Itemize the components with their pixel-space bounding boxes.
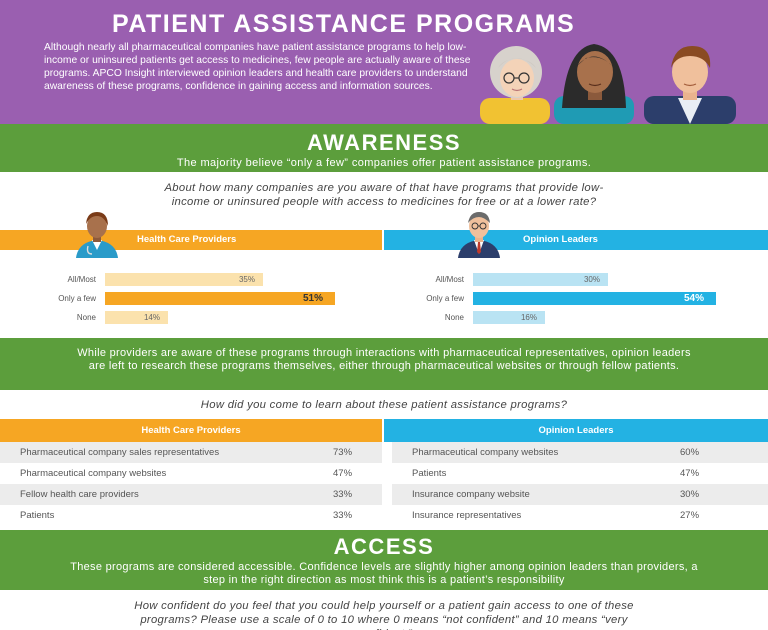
source-percent: 47%	[333, 468, 353, 479]
table-row: Pharmaceutical company sales representat…	[0, 442, 382, 463]
table-row: Fellow health care providers 33%	[0, 484, 382, 505]
ol-bar-only-a-few: 54%	[473, 292, 716, 305]
hcp-label-only-a-few: Only a few	[58, 294, 96, 303]
source-name: Patients	[20, 510, 55, 521]
sources-band-text: While providers are aware of these progr…	[77, 347, 691, 372]
access-question: How confident do you feel that you could…	[134, 600, 634, 630]
source-percent: 60%	[680, 447, 700, 458]
access-text: These programs are considered accessible…	[70, 561, 698, 586]
access-band: ACCESS These programs are considered acc…	[0, 530, 768, 590]
ol-header-label: Opinion Leaders	[523, 234, 598, 245]
awareness-title: AWARENESS	[306, 130, 462, 155]
hcp-table-header: Health Care Providers	[0, 419, 382, 442]
table-row: Pharmaceutical company websites 60%	[392, 442, 768, 463]
elderly-woman-figure	[480, 46, 550, 124]
table-row: Patients 33%	[0, 505, 382, 526]
source-percent: 33%	[333, 489, 353, 500]
hcp-header-label: Health Care Providers	[137, 234, 237, 245]
source-percent: 30%	[680, 489, 700, 500]
ol-table-header: Opinion Leaders	[384, 419, 768, 442]
source-name: Pharmaceutical company websites	[412, 447, 559, 458]
awareness-subtitle: The majority believe “only a few” compan…	[176, 157, 592, 169]
hcp-label-none: None	[76, 313, 96, 322]
hero-banner: PATIENT ASSISTANCE PROGRAMS Although nea…	[0, 0, 768, 124]
table-row: Patients 47%	[392, 463, 768, 484]
learn-question: How did you come to learn about these pa…	[200, 399, 568, 411]
sources-band: While providers are aware of these progr…	[0, 338, 768, 390]
source-name: Pharmaceutical company websites	[20, 468, 167, 479]
woman-figure	[554, 44, 634, 124]
hcp-bar-only-a-few: 51%	[105, 292, 335, 305]
source-name: Patients	[412, 468, 447, 479]
hcp-bar-all-most: 35%	[105, 273, 263, 286]
ol-bar-all-most: 30%	[473, 273, 608, 286]
source-name: Fellow health care providers	[20, 489, 139, 500]
source-name: Insurance company website	[412, 489, 530, 500]
ol-label-only-a-few: Only a few	[426, 294, 464, 303]
awareness-band: AWARENESS The majority believe “only a f…	[0, 124, 768, 172]
intro-text: Although nearly all pharmaceutical compa…	[44, 42, 471, 92]
access-title: ACCESS	[333, 534, 435, 559]
table-row: Pharmaceutical company websites 47%	[0, 463, 382, 484]
table-row: Insurance representatives 27%	[392, 505, 768, 526]
source-percent: 47%	[680, 468, 700, 479]
opinion-leader-icon	[458, 212, 500, 258]
hcp-label-all-most: All/Most	[67, 275, 96, 284]
ol-label-none: None	[444, 313, 464, 322]
doctor-icon	[76, 212, 118, 258]
hcp-bar-none: 14%	[105, 311, 168, 324]
source-percent: 27%	[680, 510, 700, 521]
awareness-question: About how many companies are you aware o…	[164, 182, 604, 208]
ol-header: Opinion Leaders	[384, 230, 768, 250]
source-name: Insurance representatives	[412, 510, 522, 521]
source-name: Pharmaceutical company sales representat…	[20, 447, 220, 458]
source-percent: 33%	[333, 510, 353, 521]
ol-bar-none: 16%	[473, 311, 545, 324]
hcp-header: Health Care Providers	[0, 230, 382, 250]
table-row: Insurance company website 30%	[392, 484, 768, 505]
source-percent: 73%	[333, 447, 353, 458]
people-illustration	[480, 44, 736, 124]
man-figure	[644, 46, 736, 124]
page-title: PATIENT ASSISTANCE PROGRAMS	[112, 10, 576, 38]
ol-label-all-most: All/Most	[435, 275, 464, 284]
